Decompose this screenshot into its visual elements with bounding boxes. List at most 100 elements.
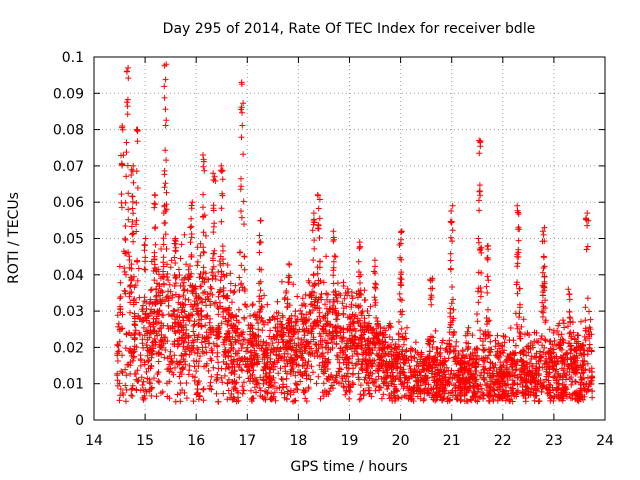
data-point (185, 266, 192, 273)
data-point (485, 318, 491, 325)
data-point (419, 375, 426, 381)
data-point (568, 381, 575, 388)
data-point (315, 296, 322, 303)
data-point (213, 377, 220, 384)
data-point (342, 391, 349, 398)
data-point (226, 318, 232, 325)
data-point (302, 359, 309, 366)
data-point (122, 223, 129, 229)
data-point (541, 224, 548, 231)
data-point (422, 379, 429, 386)
data-point (485, 346, 492, 353)
data-point (560, 339, 567, 346)
data-point (165, 311, 172, 318)
data-point (350, 339, 356, 346)
data-point (426, 390, 433, 397)
data-point (294, 316, 301, 323)
data-point (249, 359, 256, 366)
data-point (126, 329, 133, 336)
data-point (164, 355, 171, 362)
data-point (197, 308, 204, 315)
data-point (433, 389, 440, 396)
data-point (303, 365, 310, 372)
data-point (427, 348, 433, 355)
data-point (131, 348, 138, 355)
data-point (239, 109, 245, 116)
data-point (261, 321, 268, 328)
data-point (251, 334, 258, 341)
data-point (183, 351, 190, 358)
data-point (208, 373, 215, 380)
data-point (227, 394, 233, 401)
data-point (254, 342, 260, 349)
data-point (132, 322, 139, 329)
data-point (398, 228, 405, 235)
data-point (574, 391, 581, 398)
data-point (285, 317, 292, 324)
data-point (447, 371, 454, 378)
data-point (189, 290, 196, 296)
data-point (513, 389, 520, 396)
data-point (216, 289, 223, 296)
data-point (571, 336, 578, 343)
data-point (542, 297, 549, 304)
data-point (160, 254, 167, 261)
data-point (369, 379, 376, 386)
data-point (523, 379, 530, 386)
data-point (212, 178, 219, 184)
data-point (132, 330, 139, 337)
data-point (352, 362, 359, 369)
data-point (310, 272, 317, 279)
data-point (452, 382, 459, 389)
data-point (128, 261, 135, 268)
data-point (207, 324, 214, 331)
data-point (353, 290, 360, 297)
y-tick-label: 0.05 (53, 232, 84, 248)
data-point (248, 387, 254, 394)
data-point (211, 220, 218, 227)
data-point (486, 398, 493, 405)
data-point (543, 385, 550, 391)
data-point (197, 270, 204, 277)
data-point (313, 318, 319, 325)
data-point (240, 358, 246, 365)
data-point (584, 210, 591, 217)
data-point (317, 333, 324, 340)
data-point (471, 364, 478, 371)
data-point (553, 353, 559, 360)
data-point (248, 363, 255, 370)
data-point (472, 349, 479, 356)
data-point (166, 281, 173, 288)
data-point (141, 241, 148, 248)
data-point (133, 371, 139, 377)
data-point (483, 283, 490, 290)
data-point (144, 336, 151, 343)
data-point (333, 378, 340, 385)
data-point (274, 359, 281, 366)
data-point (153, 266, 159, 273)
data-point (141, 359, 148, 366)
data-point (256, 280, 263, 287)
data-point (205, 367, 212, 374)
data-point (437, 353, 444, 360)
data-point (158, 246, 165, 252)
data-point (490, 373, 497, 380)
data-point (513, 281, 520, 288)
data-point (167, 365, 174, 372)
data-point (179, 324, 186, 331)
data-point (323, 305, 330, 312)
data-point (305, 277, 312, 284)
data-point (278, 321, 285, 328)
data-point (341, 295, 348, 302)
data-point (357, 391, 364, 398)
data-point (114, 358, 121, 364)
data-point (336, 368, 343, 375)
y-tick-label: 0 (75, 413, 84, 429)
data-point (471, 384, 478, 390)
data-point (501, 339, 508, 346)
data-point (131, 336, 138, 343)
data-point (396, 376, 403, 383)
data-point (259, 342, 266, 349)
data-point (225, 387, 232, 394)
axes: 14 15 16 17 18 19 20 21 22 23 24 0 0.01 0.02 0.03 0.04 0… (53, 50, 614, 449)
